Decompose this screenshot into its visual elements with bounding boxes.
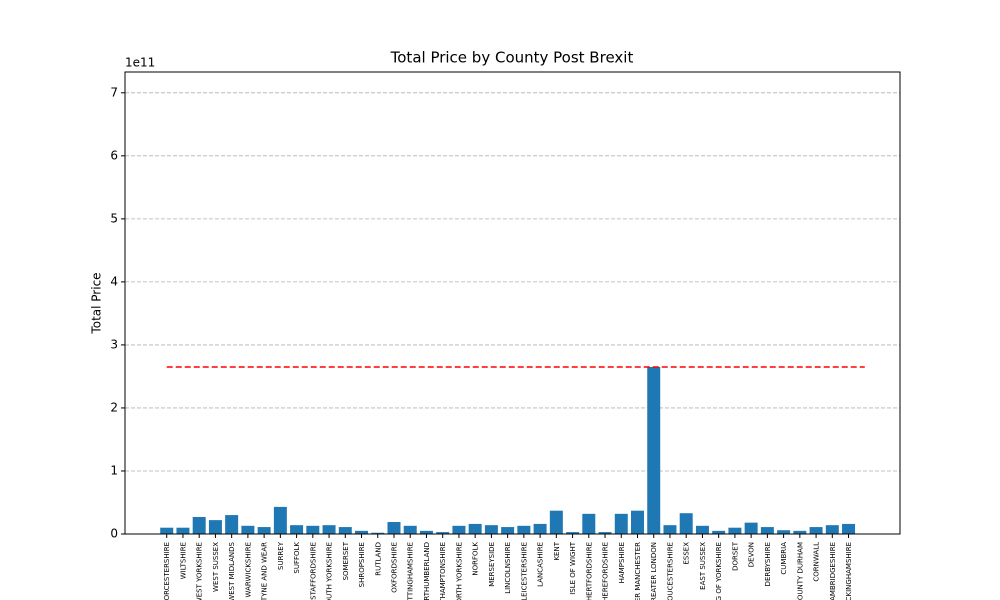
bar xyxy=(192,516,206,534)
bar xyxy=(825,525,839,534)
bar xyxy=(436,532,450,534)
bar xyxy=(695,525,709,534)
bar xyxy=(549,510,563,534)
y-axis-label: Total Price xyxy=(90,272,104,334)
bar xyxy=(355,530,369,534)
bar xyxy=(160,527,174,534)
x-tick-label: WEST YORKSHIRE xyxy=(196,542,204,600)
x-tick-label: NOTTINGHAMSHIRE xyxy=(407,542,415,600)
bar xyxy=(679,513,693,534)
bar xyxy=(419,530,433,534)
x-tick-label: DERBYSHIRE xyxy=(764,542,772,586)
x-tick-label: BUCKINGHAMSHIRE xyxy=(845,542,853,600)
bar xyxy=(728,527,742,534)
x-tick-label: LEICESTERSHIRE xyxy=(520,542,528,600)
bar xyxy=(257,527,271,534)
x-tick-label: ISLE OF WIGHT xyxy=(569,541,577,594)
bar xyxy=(760,527,774,534)
x-tick-label: MERSEYSIDE xyxy=(488,542,496,587)
bar xyxy=(744,522,758,534)
x-tick-label: WARWICKSHIRE xyxy=(244,542,252,597)
x-tick-label: NORTHUMBERLAND xyxy=(423,542,431,600)
x-tick-label: WILTSHIRE xyxy=(179,542,187,579)
x-tick-label: SOMERSET xyxy=(342,541,350,580)
x-tick-label: GREATER MANCHESTER xyxy=(634,542,642,600)
x-tick-label: WEST SUSSEX xyxy=(212,542,220,592)
bar xyxy=(598,532,612,534)
bar xyxy=(290,525,304,534)
bar xyxy=(663,525,677,534)
y-tick-label: 1 xyxy=(110,463,118,477)
bar xyxy=(614,513,628,534)
x-tick-label: TYNE AND WEAR xyxy=(261,542,269,600)
x-tick-label: LANCASHIRE xyxy=(537,542,545,587)
y-tick-label: 3 xyxy=(110,337,118,351)
y-tick-label: 6 xyxy=(110,148,118,162)
bar xyxy=(208,520,222,534)
bar xyxy=(517,525,531,534)
bar xyxy=(484,525,498,534)
bar xyxy=(387,522,401,534)
x-tick-label: ESSEX xyxy=(683,542,691,565)
x-tick-label: CAMBRIDGESHIRE xyxy=(829,542,837,600)
y-tick-label: 0 xyxy=(110,527,118,541)
plot-frame xyxy=(124,71,901,535)
x-tick-label: LINCOLNSHIRE xyxy=(504,542,512,594)
x-tick-label: WEST MIDLANDS xyxy=(228,541,236,600)
bar xyxy=(533,523,547,534)
x-tick-label: GLOUCESTERSHIRE xyxy=(666,542,674,600)
y-tick-label: 5 xyxy=(110,211,118,225)
bar xyxy=(452,525,466,534)
x-tick-label: OXFORDSHIRE xyxy=(390,542,398,593)
x-tick-label: GREATER LONDON xyxy=(650,542,658,600)
bar xyxy=(241,525,255,534)
x-tick-label: COUNTY DURHAM xyxy=(796,542,804,600)
bar xyxy=(273,506,287,534)
x-tick-label: DORSET xyxy=(731,541,739,571)
x-tick-label: DEVON xyxy=(748,542,756,567)
bar xyxy=(582,513,596,534)
bar xyxy=(225,515,239,534)
x-tick-label: STAFFORDSHIRE xyxy=(309,542,317,600)
x-tick-label: SURREY xyxy=(277,541,285,570)
bar xyxy=(842,523,856,534)
bar xyxy=(371,532,385,534)
y-tick-label: 4 xyxy=(110,274,118,288)
bar xyxy=(566,532,580,534)
x-tick-label: KENT xyxy=(553,541,561,560)
x-tick-label: SUFFOLK xyxy=(293,542,301,574)
chart-title: Total Price by County Post Brexit xyxy=(390,49,634,67)
bar xyxy=(403,525,417,534)
x-tick-label: HERTFORDSHIRE xyxy=(585,542,593,600)
bar xyxy=(176,527,190,534)
x-tick-label: EAST RIDING OF YORKSHIRE xyxy=(715,542,723,600)
bar xyxy=(338,527,352,534)
bar xyxy=(468,523,482,534)
y-offset-label: 1e11 xyxy=(125,56,155,70)
bar xyxy=(631,510,644,534)
x-tick-label: NORTH YORKSHIRE xyxy=(455,542,463,600)
x-tick-label: SOUTH YORKSHIRE xyxy=(326,542,334,600)
bar xyxy=(647,366,661,534)
x-tick-label: EAST SUSSEX xyxy=(699,542,707,590)
x-tick-label: RUTLAND xyxy=(374,542,382,576)
x-tick-label: HAMPSHIRE xyxy=(618,542,626,583)
bar xyxy=(793,530,807,534)
x-tick-label: CORNWALL xyxy=(813,542,821,582)
bar xyxy=(777,530,791,534)
x-tick-label: WORCESTERSHIRE xyxy=(163,542,171,600)
bar xyxy=(306,525,320,534)
bar xyxy=(809,527,823,534)
bar xyxy=(712,530,726,534)
bar xyxy=(501,527,515,534)
bar xyxy=(322,525,336,534)
x-tick-label: HEREFORDSHIRE xyxy=(602,542,610,600)
x-tick-label: SHROPSHIRE xyxy=(358,542,366,587)
x-tick-label: NORFOLK xyxy=(472,542,480,576)
y-tick-label: 7 xyxy=(110,85,118,99)
x-tick-label: NORTHAMPTONSHIRE xyxy=(439,542,447,600)
y-tick-label: 2 xyxy=(110,400,118,414)
x-tick-label: CUMBRIA xyxy=(780,542,788,575)
